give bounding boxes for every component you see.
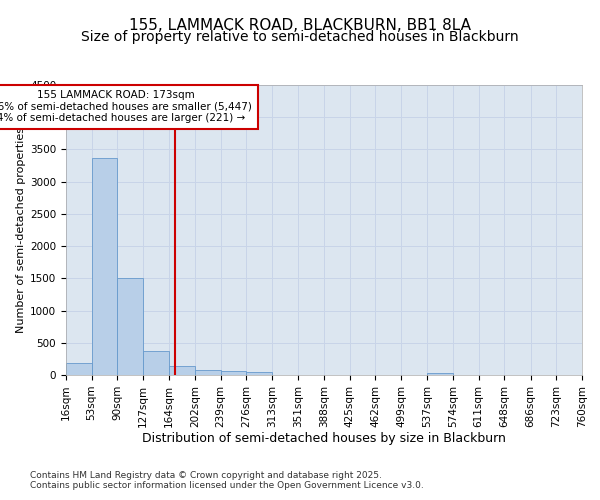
Bar: [427, 373, 453, 375]
Bar: [247, 372, 272, 375]
Text: 155 LAMMACK ROAD: 173sqm
← 96% of semi-detached houses are smaller (5,447)
   4%: 155 LAMMACK ROAD: 173sqm ← 96% of semi-d…: [0, 90, 253, 124]
Bar: [92, 158, 118, 375]
Bar: [195, 370, 221, 375]
Y-axis label: Number of semi-detached properties: Number of semi-detached properties: [16, 127, 26, 333]
Bar: [169, 366, 195, 375]
Text: Contains HM Land Registry data © Crown copyright and database right 2025.
Contai: Contains HM Land Registry data © Crown c…: [30, 470, 424, 490]
Bar: [66, 363, 92, 375]
Bar: [143, 351, 169, 375]
Text: 155, LAMMACK ROAD, BLACKBURN, BB1 8LA: 155, LAMMACK ROAD, BLACKBURN, BB1 8LA: [129, 18, 471, 32]
Text: Size of property relative to semi-detached houses in Blackburn: Size of property relative to semi-detach…: [81, 30, 519, 44]
X-axis label: Distribution of semi-detached houses by size in Blackburn: Distribution of semi-detached houses by …: [142, 432, 506, 446]
Bar: [118, 278, 143, 375]
Bar: [221, 372, 247, 375]
